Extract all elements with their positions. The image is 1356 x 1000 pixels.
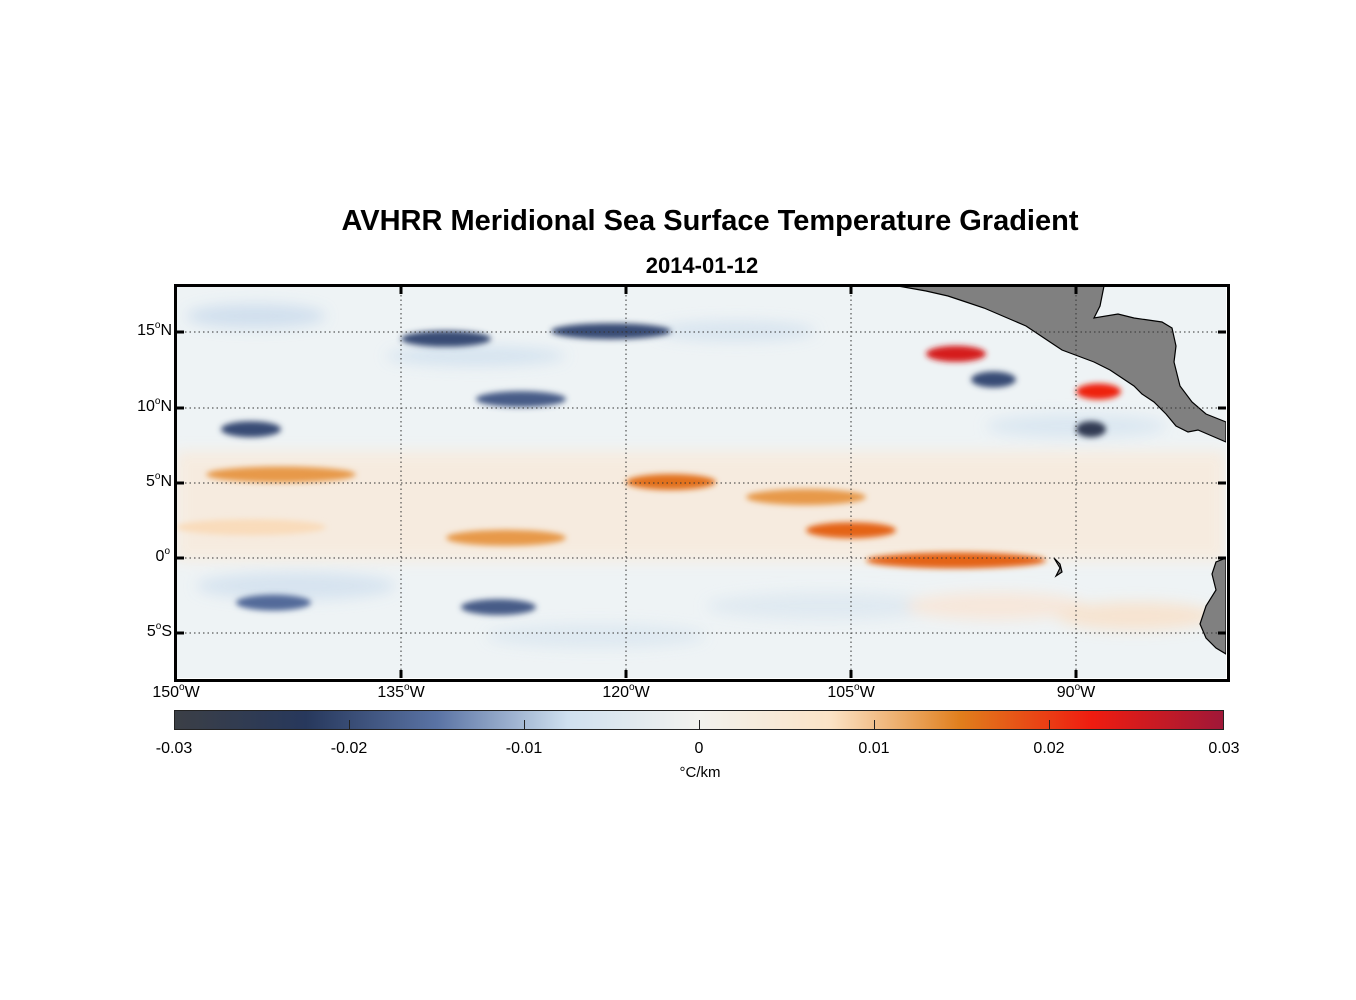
colorbar-tick [1049,720,1050,729]
sst-gradient-field [176,286,1226,678]
cold-front-feature [461,599,536,616]
y-tick-label: 0o [155,546,170,566]
y-tick-label: 10oN [137,396,172,416]
warm-front-feature [626,474,716,490]
y-tick-label: 15oN [137,320,172,340]
x-tick-label: 105oW [827,682,875,702]
chart-subtitle: 2014-01-12 [645,253,759,278]
colorbar-tick [524,720,525,729]
cold-front-feature [236,594,311,611]
x-tick-label: 120oW [602,682,650,702]
colorbar-tick-label: -0.01 [505,740,543,757]
colorbar-tick-label: -0.03 [155,740,193,757]
colorbar-tick-label: 0.03 [1208,740,1240,757]
colorbar-tick-label: 0 [694,740,704,757]
gradient-features [176,323,1121,616]
colorbar-tick [699,720,700,729]
warm-front-feature [206,466,356,483]
cold-front-feature [971,371,1016,388]
axis-ticks [176,286,1226,678]
cold-front-feature [476,391,566,408]
cold-front-feature [1076,421,1106,438]
warm-front-feature [446,529,566,546]
colorbar-tick-label: -0.02 [330,740,368,757]
y-tick-label: 5oS [146,621,172,641]
x-tick-label: 135oW [377,682,425,702]
warm-front-feature [1076,383,1121,400]
land-central-america [897,286,1226,443]
y-tick-label: 5oN [145,471,172,491]
warm-front-feature [176,519,326,536]
background-texture [176,304,1226,648]
colorbar-tick-label: 0.02 [1033,740,1065,757]
x-tick-label: 150oW [152,682,200,702]
warm-front-feature [926,345,986,362]
map-area[interactable] [176,286,1226,678]
cold-front-feature [401,330,491,347]
x-tick-label: 90oW [1056,682,1096,702]
warm-front-feature [866,552,1046,569]
chart-title: AVHRR Meridional Sea Surface Temperature… [341,205,1079,237]
colorbar-tick-label: 0.01 [858,740,890,757]
cold-front-feature [221,421,281,438]
warm-front-feature [746,489,866,506]
land-galapagos [1053,557,1063,578]
land-south-america [1199,557,1226,655]
cold-front-feature [551,323,671,340]
colorbar-unit-label: °C/km [679,764,721,781]
colorbar-tick [349,720,350,729]
colorbar-tick [874,720,875,729]
